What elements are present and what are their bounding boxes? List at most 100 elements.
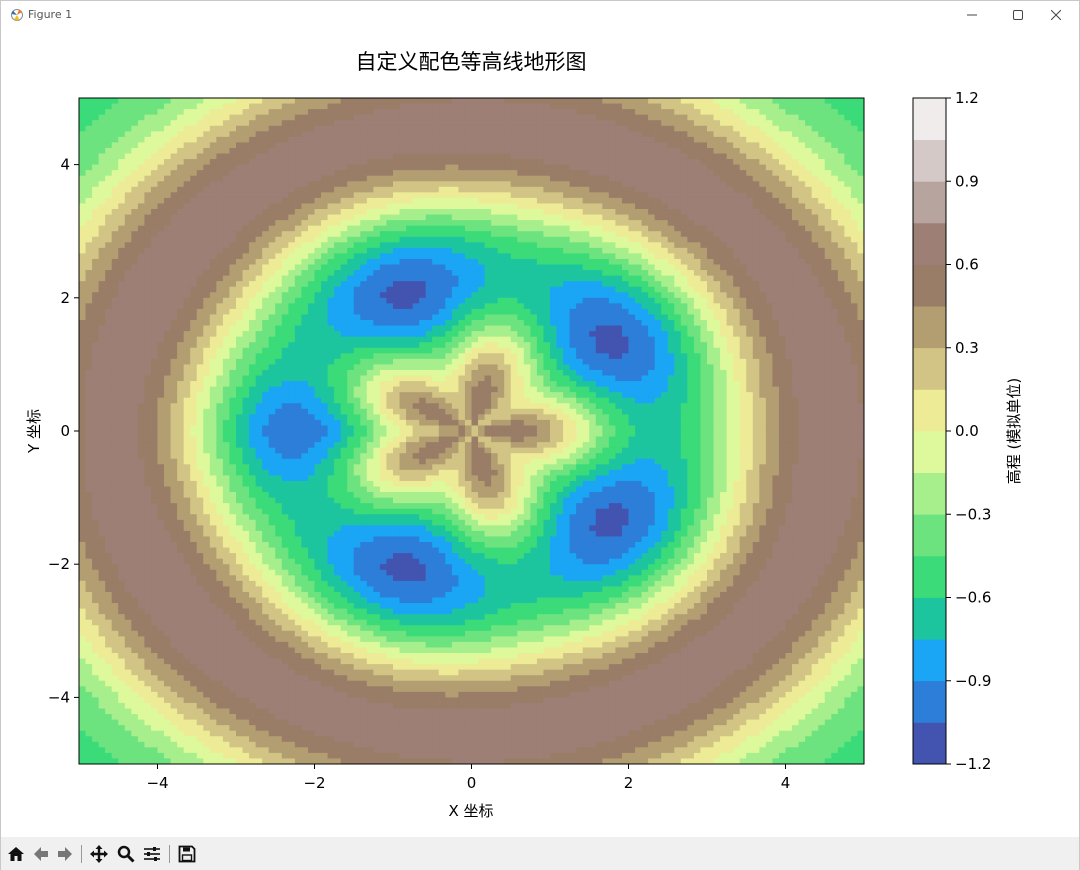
contour-cell xyxy=(222,519,231,526)
contour-cell xyxy=(262,253,270,260)
contour-cell xyxy=(275,564,283,571)
contour-cell xyxy=(307,375,316,382)
contour-cell xyxy=(118,730,126,737)
contour-cell xyxy=(216,591,224,599)
contour-cell xyxy=(236,98,244,105)
contour-cell xyxy=(203,691,211,698)
contour-cell xyxy=(255,697,263,704)
contour-cell xyxy=(170,125,178,132)
contour-cell xyxy=(281,175,289,182)
contour-cell xyxy=(242,297,250,304)
contour-cell xyxy=(321,209,329,216)
contour-cell xyxy=(196,486,204,493)
contour-cell xyxy=(105,564,113,571)
contour-cell xyxy=(137,575,146,582)
contour-cell xyxy=(183,625,191,632)
contour-cell xyxy=(307,159,316,166)
contour-cell xyxy=(124,203,132,210)
contour-cell xyxy=(118,303,126,310)
contour-cell xyxy=(340,702,348,710)
contour-cell xyxy=(249,403,257,410)
contour-cell xyxy=(144,736,152,743)
contour-cell xyxy=(137,225,146,232)
contour-cell xyxy=(144,752,152,760)
contour-cell xyxy=(183,153,191,160)
contour-cell xyxy=(209,181,217,188)
contour-cell xyxy=(334,159,342,166)
contour-cell xyxy=(131,114,139,121)
contour-cell xyxy=(242,303,250,310)
contour-cell xyxy=(209,591,217,599)
maximize-button[interactable] xyxy=(995,1,1041,29)
contour-cell xyxy=(268,569,276,576)
contour-cell xyxy=(307,458,316,465)
contour-cell xyxy=(347,375,355,382)
contour-cell xyxy=(92,364,100,371)
contour-cell xyxy=(216,192,224,199)
contour-cell xyxy=(281,664,289,671)
contour-cell xyxy=(216,469,224,476)
contour-cell xyxy=(131,647,139,654)
contour-cell xyxy=(183,425,191,432)
title-bar[interactable]: Figure 1 xyxy=(1,1,1079,29)
contour-cell xyxy=(98,170,106,177)
contour-cell xyxy=(85,320,93,327)
contour-cell xyxy=(164,170,172,177)
contour-cell xyxy=(249,625,257,632)
contour-cell xyxy=(327,98,335,105)
contour-cell xyxy=(294,730,303,737)
contour-cell xyxy=(105,214,113,221)
contour-cell xyxy=(196,281,204,288)
minimize-button[interactable] xyxy=(949,1,995,29)
contour-cell xyxy=(164,147,172,155)
contour-cell xyxy=(124,475,132,482)
contour-cell xyxy=(150,508,159,515)
contour-cell xyxy=(288,253,296,260)
contour-cell xyxy=(209,386,217,393)
contour-cell xyxy=(314,564,322,571)
contour-cell xyxy=(255,419,263,427)
contour-cell xyxy=(92,442,100,449)
contour-cell xyxy=(203,564,211,571)
contour-cell xyxy=(307,436,316,443)
contour-cell xyxy=(79,175,87,182)
figure-canvas[interactable]: 自定义配色等高线地形图 −4 −2 0 2 4 −4 −2 0 2 4 X 坐标 Y 坐标 −1… xyxy=(1,29,1079,837)
contour-cell xyxy=(222,708,231,715)
contour-cell xyxy=(98,103,106,110)
contour-cell xyxy=(222,497,231,504)
contour-cell xyxy=(249,542,257,549)
contour-cell xyxy=(242,103,250,110)
contour-cell xyxy=(216,675,224,682)
contour-cell xyxy=(183,375,191,382)
contour-cell xyxy=(111,636,119,643)
contour-cell xyxy=(183,336,191,343)
contour-cell xyxy=(321,220,329,227)
contour-cell xyxy=(340,358,348,365)
contour-cell xyxy=(98,386,106,393)
contour-cell xyxy=(307,447,316,454)
contour-cell xyxy=(294,281,303,288)
contour-cell xyxy=(321,503,329,510)
contour-cell xyxy=(111,436,119,443)
close-button[interactable] xyxy=(1033,1,1079,29)
contour-cell xyxy=(314,408,322,415)
contour-cell xyxy=(92,358,100,365)
contour-cell xyxy=(288,386,296,393)
contour-cell xyxy=(314,641,322,649)
contour-cell xyxy=(209,553,217,560)
contour-cell xyxy=(321,492,329,499)
contour-cell xyxy=(249,303,257,310)
contour-cell xyxy=(196,458,204,465)
contour-cell xyxy=(347,325,355,332)
contour-cell xyxy=(124,242,132,249)
contour-cell xyxy=(196,636,204,643)
contour-cell xyxy=(321,247,329,254)
contour-cell xyxy=(124,297,132,304)
contour-cell xyxy=(301,197,309,205)
contour-cell xyxy=(118,147,126,155)
contour-cell xyxy=(307,747,316,754)
contour-cell xyxy=(144,702,152,710)
contour-cell xyxy=(242,192,250,199)
contour-cell xyxy=(249,725,257,732)
contour-cell xyxy=(144,419,152,427)
